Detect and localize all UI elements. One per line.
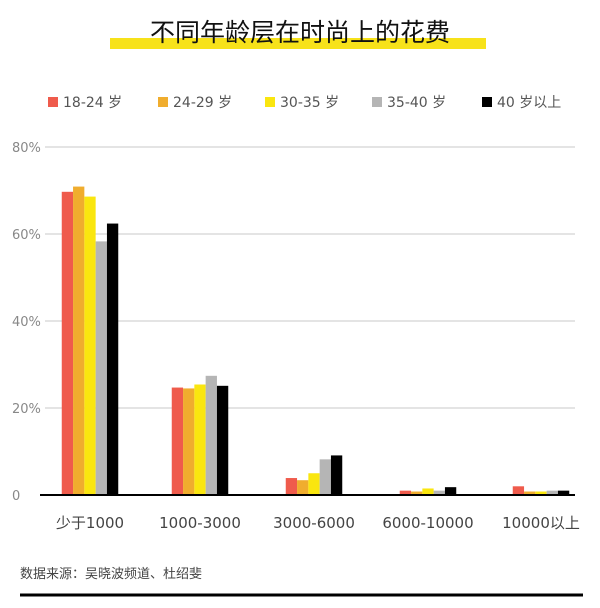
legend: 18-24 岁 24-29 岁 30-35 岁 35-40 岁 40 岁以上 (48, 95, 561, 111)
x-tick-label: 10000以上 (502, 514, 580, 532)
bar-3-4 (546, 490, 558, 495)
bar-3-3 (433, 490, 445, 495)
legend-label: 40 岁以上 (497, 95, 561, 111)
bar-2-3 (422, 488, 434, 495)
x-axis-labels: 少于1000 1000-3000 3000-6000 6000-10000 10000以… (56, 514, 580, 532)
bar-2-0 (84, 196, 96, 495)
y-tick-label: 80% (12, 141, 41, 156)
bar-3-1 (205, 375, 217, 495)
bar-0-3 (399, 490, 412, 495)
source-note: 数据来源：吴晓波频道、杜绍斐 (20, 567, 202, 582)
y-tick-label: 40% (12, 315, 41, 330)
x-tick-label: 3000-6000 (273, 514, 355, 532)
legend-swatch (372, 97, 382, 107)
bar-1-1 (183, 388, 195, 495)
gridlines: 0 20% 40% 60% 80% (12, 141, 575, 504)
title-highlight (110, 38, 486, 49)
legend-swatch (482, 97, 492, 107)
x-tick-label: 少于1000 (56, 514, 124, 532)
bar-2-4 (535, 491, 547, 495)
bar-3-0 (95, 241, 107, 495)
legend-swatch (48, 97, 58, 107)
legend-swatch (158, 97, 168, 107)
bar-2-1 (194, 384, 206, 495)
bars (61, 186, 570, 495)
legend-label: 35-40 岁 (387, 95, 446, 111)
bar-4-0 (106, 223, 119, 495)
bar-2-2 (308, 473, 320, 495)
y-tick-label: 0 (12, 489, 20, 504)
bar-0-4 (512, 486, 525, 495)
bar-1-2 (297, 480, 309, 495)
legend-swatch (265, 97, 275, 107)
bar-0-0 (61, 191, 74, 495)
legend-label: 24-29 岁 (173, 95, 232, 111)
chart-title: 不同年龄层在时尚上的花费 (150, 18, 450, 47)
bar-0-1 (171, 387, 184, 495)
bar-4-2 (330, 455, 343, 495)
y-tick-label: 60% (12, 228, 41, 243)
y-tick-label: 20% (12, 402, 41, 417)
bar-4-3 (444, 487, 457, 495)
bar-1-4 (524, 491, 536, 495)
legend-label: 30-35 岁 (280, 95, 339, 111)
bar-3-2 (319, 459, 331, 495)
bar-1-0 (73, 186, 85, 495)
bar-4-1 (216, 385, 229, 495)
x-tick-label: 6000-10000 (382, 514, 473, 532)
bar-4-4 (557, 490, 570, 495)
bar-1-3 (411, 491, 423, 495)
legend-label: 18-24 岁 (63, 95, 122, 111)
bar-0-2 (285, 478, 298, 495)
x-tick-label: 1000-3000 (159, 514, 241, 532)
